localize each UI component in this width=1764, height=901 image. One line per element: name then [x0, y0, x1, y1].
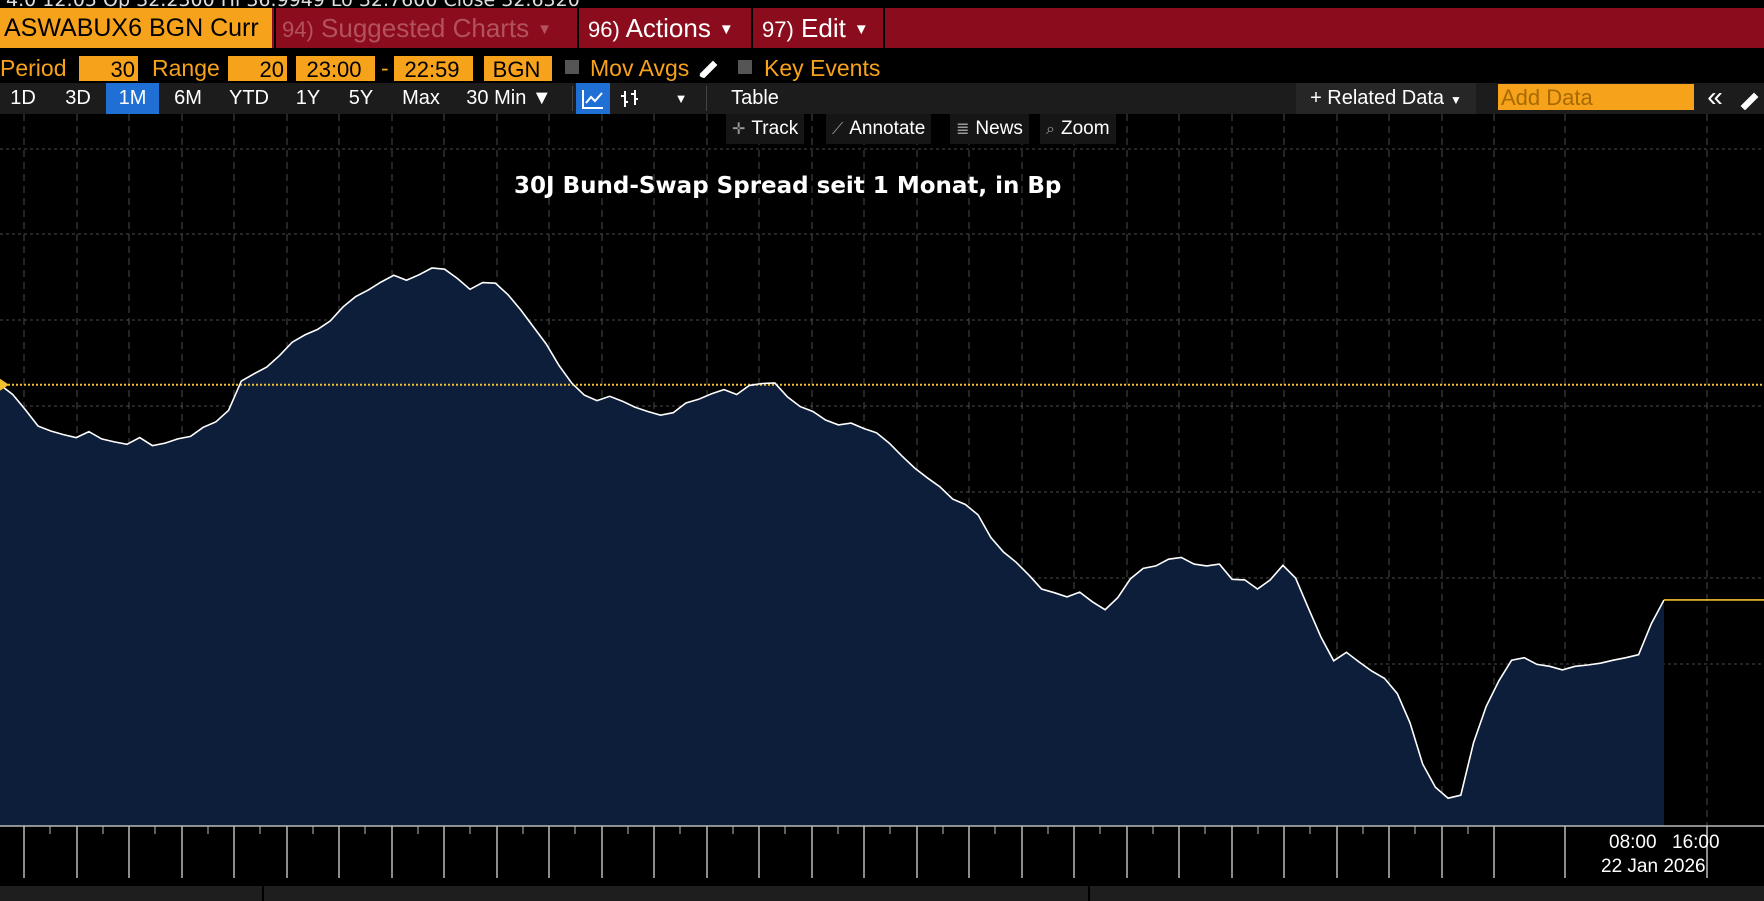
- menu-divider: [274, 8, 276, 48]
- time-to-field[interactable]: 22:59: [394, 56, 473, 82]
- range-1d-button[interactable]: 1D: [10, 87, 36, 109]
- chevron-down-icon: ▼: [674, 91, 688, 106]
- series-line: [0, 267, 1665, 800]
- pencil-icon[interactable]: [1738, 88, 1760, 110]
- mov-avgs-checkbox[interactable]: [565, 60, 579, 74]
- table-button[interactable]: Table: [731, 87, 779, 109]
- time-dash: -: [381, 55, 389, 81]
- previous-row-cutoff: 4.0 12:05 Op 32.2300 Hi 36.9949 Lo 32.76…: [0, 0, 1764, 8]
- track-label: Track: [751, 118, 799, 139]
- chevron-down-icon: ▼: [853, 21, 869, 39]
- toolbar-divider: [706, 86, 707, 111]
- source-field[interactable]: BGN: [484, 56, 552, 82]
- menu-number: 94): [282, 17, 314, 42]
- key-events-label[interactable]: Key Events: [764, 55, 881, 81]
- line-chart-icon: [582, 90, 603, 109]
- key-events-checkbox[interactable]: [738, 60, 752, 74]
- mov-avgs-label[interactable]: Mov Avgs: [590, 55, 690, 81]
- toolbar-divider: [572, 86, 573, 111]
- status-bar: [0, 886, 1764, 901]
- time-from-field[interactable]: 23:00: [296, 56, 375, 82]
- x-axis-ticks: [23, 826, 1708, 878]
- parameter-bar: [0, 50, 1764, 82]
- range-field[interactable]: 20: [228, 56, 287, 82]
- chevron-down-icon: ▼: [1450, 93, 1462, 107]
- menu-divider: [751, 8, 753, 48]
- x-tick-label: 16:00: [1672, 832, 1720, 853]
- annotate-label: Annotate: [849, 118, 926, 139]
- menu-label: Edit: [801, 13, 846, 43]
- bar-chart-button[interactable]: [612, 83, 648, 114]
- x-date-label: 22 Jan 2026: [1601, 856, 1706, 877]
- range-1y-button[interactable]: 1Y: [295, 87, 321, 109]
- range-5y-button[interactable]: 5Y: [348, 87, 374, 109]
- ohlc-readout: 4.0 12:05 Op 32.2300 Hi 36.9949 Lo 32.76…: [6, 0, 580, 8]
- related-data-label: + Related Data: [1310, 87, 1445, 109]
- actions-menu[interactable]: 96) Actions ▼: [588, 8, 734, 48]
- annotate-tool[interactable]: ⟋ Annotate: [826, 114, 932, 144]
- menu-divider: [577, 8, 579, 48]
- ohlc-bars-icon: [621, 90, 638, 107]
- menu-label: Suggested Charts: [321, 13, 530, 43]
- range-1m-button[interactable]: 1M: [106, 83, 159, 114]
- track-tool[interactable]: ✛ Track: [726, 114, 805, 144]
- security-field[interactable]: ASWABUX6 BGN Curr: [0, 8, 272, 48]
- interval-dropdown[interactable]: 30 Min ▼: [466, 87, 552, 109]
- suggested-charts-menu[interactable]: 94) Suggested Charts ▼: [282, 8, 552, 48]
- news-icon: ≣: [956, 121, 970, 138]
- zoom-icon: ⌕: [1046, 121, 1055, 138]
- status-divider: [262, 886, 264, 901]
- period-label: Period: [0, 55, 67, 81]
- news-label: News: [975, 118, 1023, 139]
- x-tick-label: 08:00: [1609, 832, 1657, 853]
- chevron-down-icon: ▼: [537, 21, 553, 39]
- collapse-panel-button[interactable]: «: [1707, 81, 1723, 112]
- menu-label: Actions: [625, 13, 711, 43]
- status-divider: [1088, 886, 1090, 901]
- chevron-down-icon: ▼: [718, 21, 734, 39]
- range-3d-button[interactable]: 3D: [65, 87, 91, 109]
- news-tool[interactable]: ≣ News: [950, 114, 1029, 144]
- related-data-button[interactable]: + Related Data ▼: [1296, 83, 1476, 114]
- period-field[interactable]: 30: [79, 56, 138, 82]
- range-6m-button[interactable]: 6M: [174, 87, 202, 109]
- crosshair-icon: ✛: [732, 121, 746, 138]
- chart-title: 30J Bund-Swap Spread seit 1 Monat, in Bp: [514, 173, 1062, 199]
- range-ytd-button[interactable]: YTD: [229, 87, 269, 109]
- series-area-fill: [0, 268, 1664, 826]
- spread-area-chart[interactable]: [0, 114, 1764, 886]
- reference-marker: [0, 378, 9, 391]
- command-bar: [0, 8, 1764, 48]
- pencil-icon[interactable]: [697, 56, 719, 78]
- add-data-input[interactable]: Add Data: [1498, 84, 1694, 110]
- range-label: Range: [152, 55, 220, 81]
- annotate-icon: ⟋: [832, 121, 844, 138]
- chart-type-dropdown[interactable]: ▼: [664, 83, 698, 114]
- menu-number: 97): [762, 17, 794, 42]
- line-chart-button[interactable]: [576, 83, 610, 114]
- menu-divider: [883, 8, 885, 48]
- zoom-label: Zoom: [1060, 118, 1110, 139]
- zoom-tool[interactable]: ⌕ Zoom: [1040, 114, 1116, 144]
- edit-menu[interactable]: 97) Edit ▼: [762, 8, 869, 48]
- menu-number: 96): [588, 17, 620, 42]
- range-max-button[interactable]: Max: [402, 87, 440, 109]
